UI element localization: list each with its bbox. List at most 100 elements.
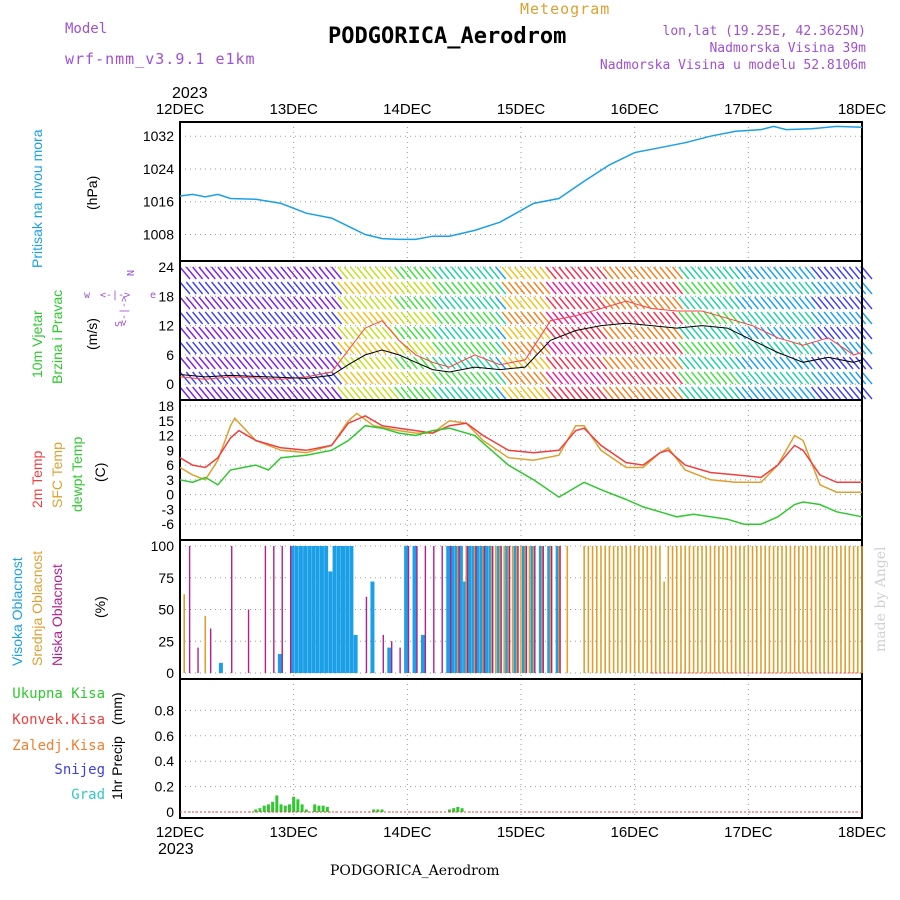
wind-barb [198, 356, 210, 370]
wind-barb [179, 266, 191, 280]
wind-barb [432, 356, 444, 370]
wind-barb [552, 341, 564, 355]
wind-barb [829, 356, 841, 370]
wind-barb [766, 281, 778, 295]
wind-barb [836, 341, 848, 355]
wind-barb [368, 311, 380, 325]
wind-barb [400, 326, 412, 340]
wind-barb [261, 371, 273, 385]
y-tick-label: -6 [162, 516, 175, 532]
wind-barb [242, 326, 254, 340]
wind-barb [817, 266, 829, 280]
cloud-high-bar [324, 546, 329, 673]
wind-barb [312, 311, 324, 325]
wind-barb [684, 371, 696, 385]
wind-barb [450, 341, 463, 355]
wind-barb [722, 341, 734, 355]
wind-barb [463, 296, 475, 310]
wind-barb [539, 356, 551, 370]
wind-barb [672, 356, 684, 370]
wind-barb [817, 386, 829, 400]
cloud-high-bar [277, 653, 282, 673]
wind-barb [836, 326, 848, 340]
wind-barb [368, 326, 380, 340]
wind-barb [779, 311, 791, 325]
wind-barb [444, 296, 456, 310]
wind-barb [823, 386, 835, 400]
wind-barb [785, 371, 797, 385]
wind-barb [520, 356, 532, 370]
wind-barb [716, 266, 728, 280]
wind-barb [488, 326, 500, 340]
wind-barb [248, 326, 261, 340]
wind-barb [375, 311, 387, 325]
wind-barb [709, 341, 721, 355]
wind-barb [558, 296, 570, 310]
wind-compass: w e <-|-> <-|-> N S [84, 270, 156, 327]
cloud-high-bar [484, 546, 489, 673]
wind-barb [684, 356, 696, 370]
y-tick-label: 12 [158, 428, 174, 444]
wind-barb [716, 371, 728, 385]
wind-barb [192, 266, 204, 280]
wind-barb [653, 356, 665, 370]
wind-barb [577, 266, 589, 280]
wind-barb [514, 281, 526, 295]
wind-barb [665, 326, 677, 340]
wind-barb [539, 311, 551, 325]
wind-barb [760, 281, 772, 295]
wind-barb [248, 386, 261, 400]
wind-barb [362, 266, 374, 280]
wind-barb [564, 341, 576, 355]
wind-barb [299, 281, 311, 295]
wind-barb [861, 281, 873, 295]
wind-barb [596, 311, 608, 325]
wind-barb [760, 341, 772, 355]
precip-total-bar [313, 804, 317, 812]
model-name: wrf-nmm_v3.9.1 e1km [65, 50, 256, 68]
wind-barb [589, 356, 602, 370]
wind-barb [305, 386, 317, 400]
wind-barb [450, 311, 463, 325]
wind-barb [223, 341, 235, 355]
wind-barb [842, 266, 854, 280]
wind-barb [608, 356, 620, 370]
wind-barb [261, 281, 273, 295]
wind-barb [842, 356, 854, 370]
wind-barb [602, 356, 614, 370]
wind-barb [741, 296, 753, 310]
wind-barb [577, 356, 589, 370]
wind-barb [665, 341, 677, 355]
wind-barb [185, 311, 197, 325]
wind-barb [514, 326, 526, 340]
sfc-temp-line [179, 412, 862, 493]
cloud-high-bar [513, 546, 518, 673]
wind-barb [589, 266, 602, 280]
wind-barb [413, 281, 425, 295]
wind-barb [312, 266, 324, 280]
cloud-high-bar [479, 546, 484, 673]
wind-barb [634, 386, 646, 400]
wind-barb [558, 281, 570, 295]
wind-barb [179, 341, 191, 355]
wind-barb [293, 281, 305, 295]
wind-barb [539, 326, 551, 340]
precip-ylabel-2: (mm) [109, 692, 125, 725]
wind-barb [280, 341, 292, 355]
wind-barb [785, 266, 797, 280]
wind-barb [368, 356, 380, 370]
wind-barb [697, 386, 709, 400]
wind-barb [394, 341, 406, 355]
wind-barb [703, 296, 715, 310]
wind-barb [785, 281, 797, 295]
wind-barb [192, 341, 204, 355]
wind-barb [255, 386, 267, 400]
wind-barb [608, 281, 620, 295]
wind-barb [754, 326, 766, 340]
wind-barb [248, 311, 261, 325]
wind-barb [324, 266, 336, 280]
wind-barb [349, 266, 362, 280]
wind-barb [684, 326, 696, 340]
precip-total-bar [254, 809, 258, 812]
wind-barb [533, 386, 545, 400]
